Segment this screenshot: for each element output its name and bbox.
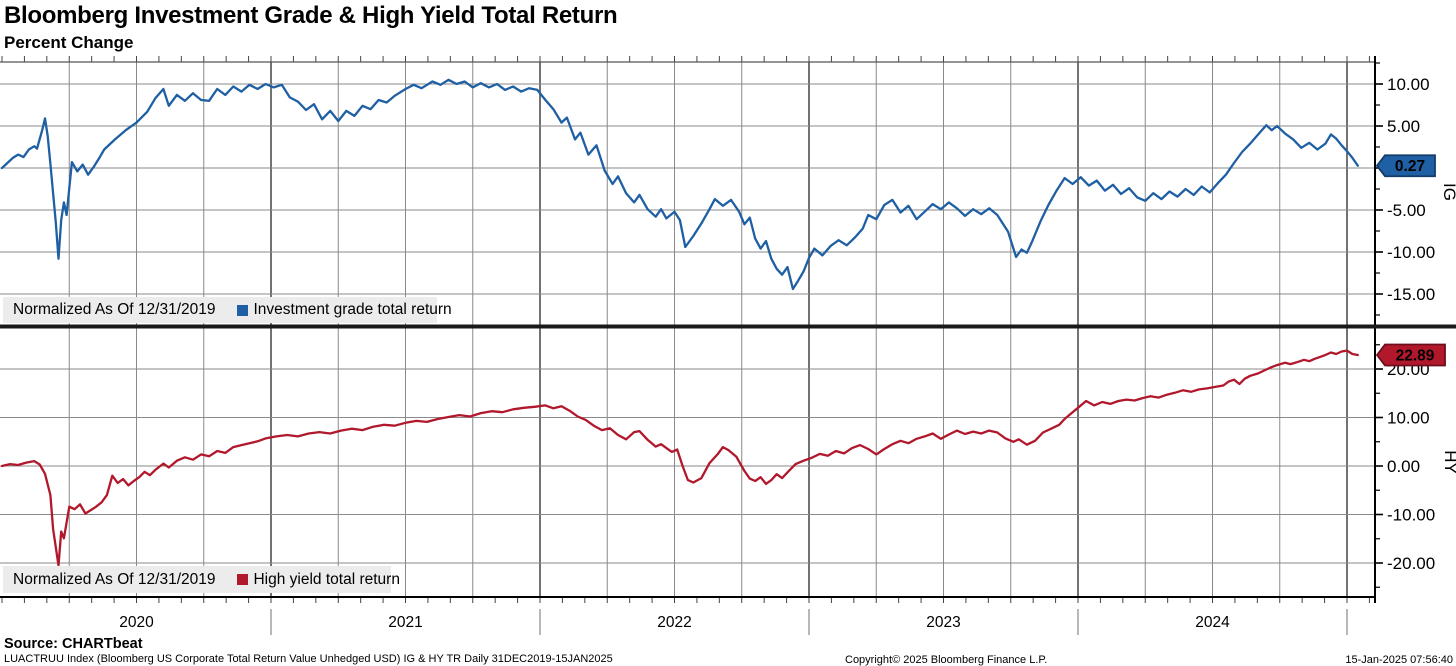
page-title: Bloomberg Investment Grade & High Yield …: [4, 2, 618, 29]
svg-text:HY: HY: [1441, 450, 1456, 474]
source-label: Source: CHARTbeat: [4, 636, 143, 652]
series: [0, 78, 1359, 567]
ig-series-swatch-icon: [237, 304, 249, 316]
legend-ig: Normalized As Of 12/31/2019 Investment g…: [3, 297, 452, 323]
legend-hy: Normalized As Of 12/31/2019 High yield t…: [3, 566, 400, 593]
svg-text:-15.00: -15.00: [1387, 285, 1435, 304]
svg-text:5.00: 5.00: [1387, 117, 1420, 136]
ig-last-value-text: 0.27: [1395, 158, 1425, 175]
hy-last-value-text: 22.89: [1396, 347, 1435, 364]
gridlines: [0, 62, 1375, 597]
page-subtitle: Percent Change: [4, 33, 134, 52]
hy-series-line: [0, 349, 1359, 567]
hy-series-swatch-icon: [237, 574, 249, 585]
hy-last-value-tag: [1375, 343, 1446, 367]
ig-series-line: [0, 78, 1359, 291]
svg-text:-20.00: -20.00: [1387, 554, 1435, 573]
svg-text:-10.00: -10.00: [1387, 243, 1435, 262]
svg-text:10.00: 10.00: [1387, 408, 1430, 427]
svg-text:0.00: 0.00: [1387, 457, 1420, 476]
svg-text:2021: 2021: [388, 614, 422, 631]
ig-last-value-tag: [1375, 154, 1436, 178]
svg-text:2023: 2023: [926, 614, 960, 631]
timestamp-text: 15-Jan-2025 07:56:40: [1345, 654, 1453, 666]
disclaimer-text: LUACTRUU Index (Bloomberg US Corporate T…: [4, 653, 613, 665]
axes: [0, 56, 1456, 635]
ig-series-label[interactable]: Investment grade total return: [253, 301, 452, 318]
copyright-text: Copyright© 2025 Bloomberg Finance L.P.: [845, 654, 1048, 666]
svg-text:2020: 2020: [119, 614, 154, 631]
normalized-note-ig: Normalized As Of 12/31/2019: [13, 301, 216, 318]
hy-series-label[interactable]: High yield total return: [253, 570, 400, 588]
svg-text:10.00: 10.00: [1387, 75, 1430, 94]
svg-text:-10.00: -10.00: [1387, 505, 1435, 524]
svg-text:IG: IG: [1440, 183, 1456, 201]
axis-labels: 10.005.00-5.00-10.00-15.00IG20.0010.000.…: [119, 75, 1456, 631]
svg-text:-5.00: -5.00: [1387, 201, 1426, 220]
svg-text:2022: 2022: [657, 614, 691, 631]
svg-text:2024: 2024: [1195, 614, 1230, 631]
normalized-note-hy: Normalized As Of 12/31/2019: [13, 570, 216, 588]
